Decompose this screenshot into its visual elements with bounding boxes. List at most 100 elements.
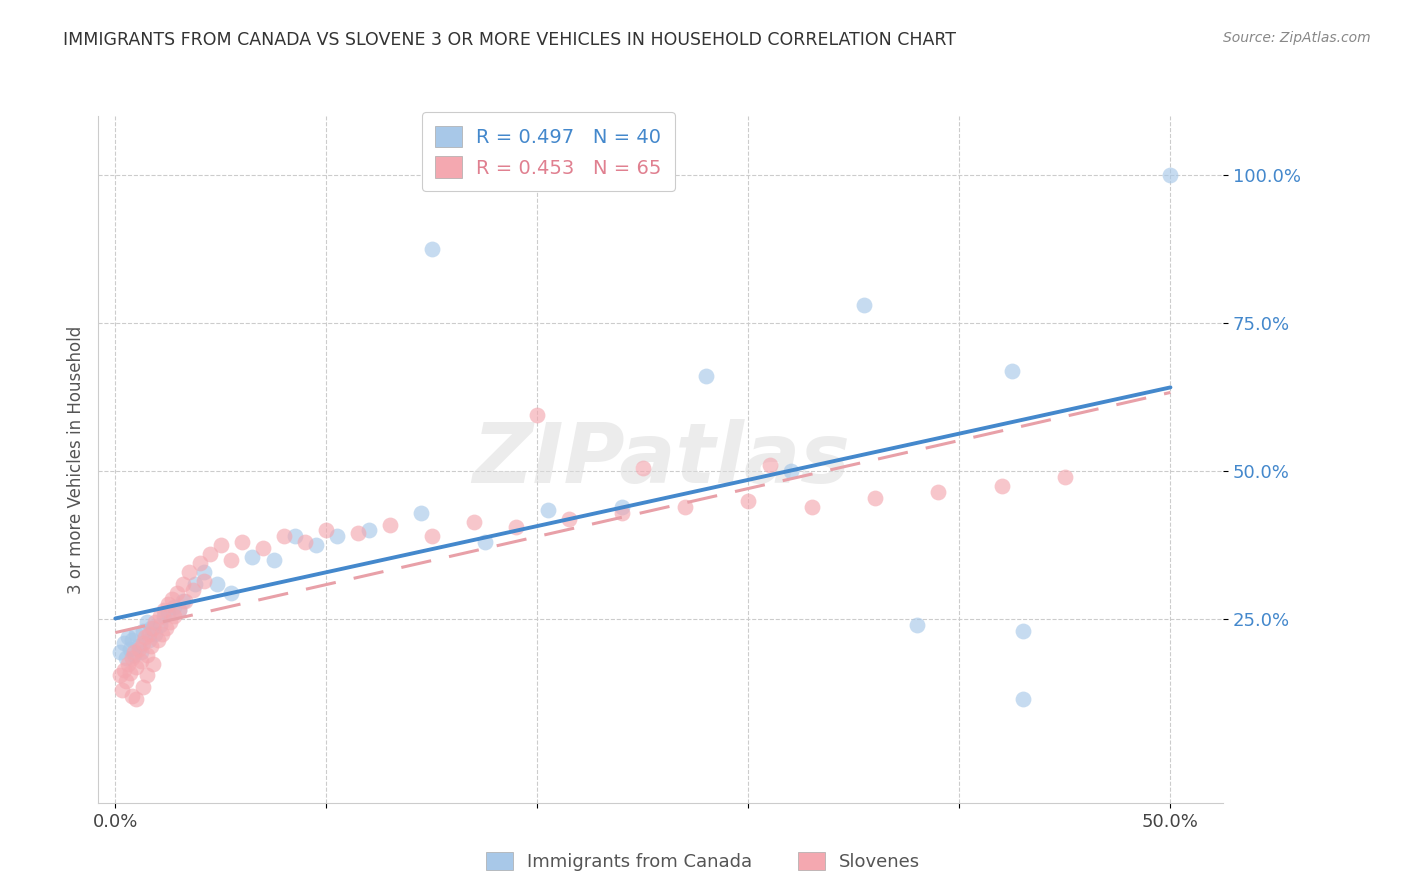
Point xyxy=(779,464,801,478)
Text: ZIPatlas: ZIPatlas xyxy=(472,419,849,500)
Point xyxy=(474,535,496,549)
Point xyxy=(150,627,173,641)
Point xyxy=(172,594,194,608)
Point xyxy=(157,598,180,612)
Point xyxy=(125,627,148,641)
Point xyxy=(167,603,190,617)
Point xyxy=(129,654,152,668)
Point xyxy=(142,657,165,671)
Point xyxy=(108,645,131,659)
Point xyxy=(1011,624,1033,639)
Point xyxy=(990,479,1012,493)
Point xyxy=(134,630,156,644)
Point xyxy=(121,632,143,647)
Point xyxy=(411,506,433,520)
Point xyxy=(183,582,205,597)
Point xyxy=(136,615,159,630)
Point xyxy=(117,630,139,644)
Point xyxy=(124,645,146,659)
Point xyxy=(631,461,654,475)
Point xyxy=(166,585,188,599)
Point xyxy=(221,553,243,567)
Point xyxy=(863,491,886,505)
Point xyxy=(420,242,443,256)
Point xyxy=(184,576,207,591)
Point xyxy=(294,535,316,549)
Legend: R = 0.497   N = 40, R = 0.453   N = 65: R = 0.497 N = 40, R = 0.453 N = 65 xyxy=(422,112,675,191)
Point xyxy=(179,565,201,579)
Point xyxy=(505,520,527,534)
Point xyxy=(193,574,215,588)
Point xyxy=(125,692,148,706)
Point xyxy=(162,591,184,606)
Point xyxy=(315,524,337,538)
Point xyxy=(157,607,180,621)
Point xyxy=(758,458,780,473)
Point xyxy=(129,645,152,659)
Point xyxy=(193,565,215,579)
Point xyxy=(172,576,194,591)
Point xyxy=(138,632,160,647)
Text: IMMIGRANTS FROM CANADA VS SLOVENE 3 OR MORE VEHICLES IN HOUSEHOLD CORRELATION CH: IMMIGRANTS FROM CANADA VS SLOVENE 3 OR M… xyxy=(63,31,956,49)
Point xyxy=(108,668,131,682)
Point xyxy=(695,369,717,384)
Point xyxy=(141,639,163,653)
Point xyxy=(132,681,155,695)
Point xyxy=(111,683,134,698)
Point xyxy=(800,500,823,514)
Point xyxy=(188,556,211,570)
Point xyxy=(146,632,169,647)
Point xyxy=(145,615,167,630)
Point xyxy=(526,408,548,422)
Text: Source: ZipAtlas.com: Source: ZipAtlas.com xyxy=(1223,31,1371,45)
Point xyxy=(1053,470,1076,484)
Point xyxy=(610,500,633,514)
Point xyxy=(112,663,135,677)
Point xyxy=(284,529,307,543)
Point xyxy=(927,485,949,500)
Point xyxy=(205,576,228,591)
Point xyxy=(120,665,142,680)
Point xyxy=(1011,692,1033,706)
Point xyxy=(420,529,443,543)
Point xyxy=(136,668,159,682)
Point xyxy=(159,615,181,630)
Point xyxy=(905,618,928,632)
Point xyxy=(136,648,159,662)
Point xyxy=(138,627,160,641)
Point xyxy=(115,674,138,689)
Point xyxy=(121,690,143,704)
Point xyxy=(347,526,370,541)
Point xyxy=(737,493,759,508)
Point xyxy=(1159,168,1181,182)
Point xyxy=(124,648,146,662)
Point xyxy=(128,639,150,653)
Point xyxy=(231,535,253,549)
Point xyxy=(273,529,295,543)
Point xyxy=(1001,363,1024,377)
Point xyxy=(149,609,172,624)
Point xyxy=(163,600,186,615)
Point xyxy=(221,585,243,599)
Point xyxy=(174,594,197,608)
Point xyxy=(141,621,163,635)
Point xyxy=(673,500,696,514)
Point xyxy=(142,621,165,635)
Point xyxy=(209,538,232,552)
Point xyxy=(378,517,401,532)
Point xyxy=(149,618,172,632)
Point xyxy=(128,641,150,656)
Point xyxy=(132,624,155,639)
Point xyxy=(125,659,148,673)
Point xyxy=(242,550,264,565)
Point xyxy=(200,547,222,561)
Point xyxy=(163,609,186,624)
Point xyxy=(115,650,138,665)
Point xyxy=(263,553,285,567)
Point xyxy=(117,657,139,671)
Point xyxy=(145,627,167,641)
Point xyxy=(357,524,380,538)
Point xyxy=(305,538,328,552)
Point xyxy=(252,541,274,556)
Point xyxy=(463,515,485,529)
